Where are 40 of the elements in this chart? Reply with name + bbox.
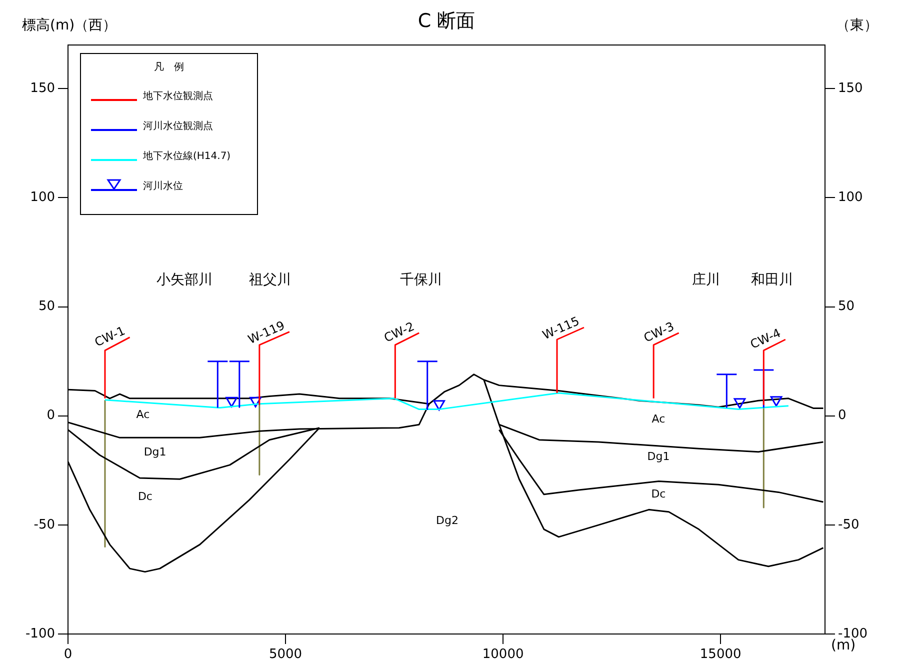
legend-title: 凡 例 bbox=[153, 61, 185, 74]
y2-tick-label: 50 bbox=[838, 299, 855, 314]
x-tick-label: 5000 bbox=[268, 647, 302, 662]
legend-label: 河川水位観測点 bbox=[143, 120, 213, 133]
annotation: Dg2 bbox=[436, 514, 458, 527]
annotation: CW-3 bbox=[642, 319, 676, 345]
y-axis-title: 標高(m)（西） bbox=[22, 18, 117, 34]
annotation: CW-1 bbox=[92, 324, 128, 350]
y2-tick-label: -50 bbox=[838, 517, 860, 532]
y2-tick-label: 150 bbox=[838, 81, 863, 96]
y-tick-label: 0 bbox=[46, 408, 55, 424]
legend-label: 地下水位線(H14.7) bbox=[143, 150, 231, 163]
annotation: Dg1 bbox=[144, 445, 166, 458]
annotation: CW-2 bbox=[382, 319, 416, 345]
annotation: Dc bbox=[651, 487, 666, 500]
y2-tick-label: 0 bbox=[838, 408, 846, 424]
y-tick-label: -100 bbox=[25, 626, 55, 642]
y-tick-label: 50 bbox=[38, 299, 55, 314]
annotation: CW-4 bbox=[748, 326, 783, 352]
annotation: 小矢部川 bbox=[156, 272, 213, 288]
annotation: 祖父川 bbox=[249, 272, 292, 288]
legend-label: 河川水位 bbox=[143, 180, 183, 193]
x-axis-title: (m) bbox=[831, 638, 856, 654]
x-tick-label: 0 bbox=[64, 647, 72, 662]
x-tick-label: 10000 bbox=[482, 647, 524, 662]
annotation: 千保川 bbox=[400, 272, 442, 288]
y-tick-label: 150 bbox=[30, 81, 55, 96]
y-tick-label: 100 bbox=[30, 190, 55, 206]
legend-label: 地下水位観測点 bbox=[143, 90, 213, 103]
annotation: Ac bbox=[652, 412, 666, 426]
annotation: Ac bbox=[136, 408, 150, 421]
annotation: Dc bbox=[138, 490, 152, 504]
annotation: 庄川 bbox=[692, 272, 720, 288]
x-tick-label: 15000 bbox=[700, 647, 742, 662]
y2-tick-label: 100 bbox=[838, 190, 863, 206]
text: （東） bbox=[836, 18, 878, 34]
annotation: Dg1 bbox=[647, 450, 670, 464]
chart-title: C 断面 bbox=[418, 10, 476, 32]
y-tick-label: -50 bbox=[34, 517, 55, 532]
annotation: 和田川 bbox=[751, 272, 794, 288]
